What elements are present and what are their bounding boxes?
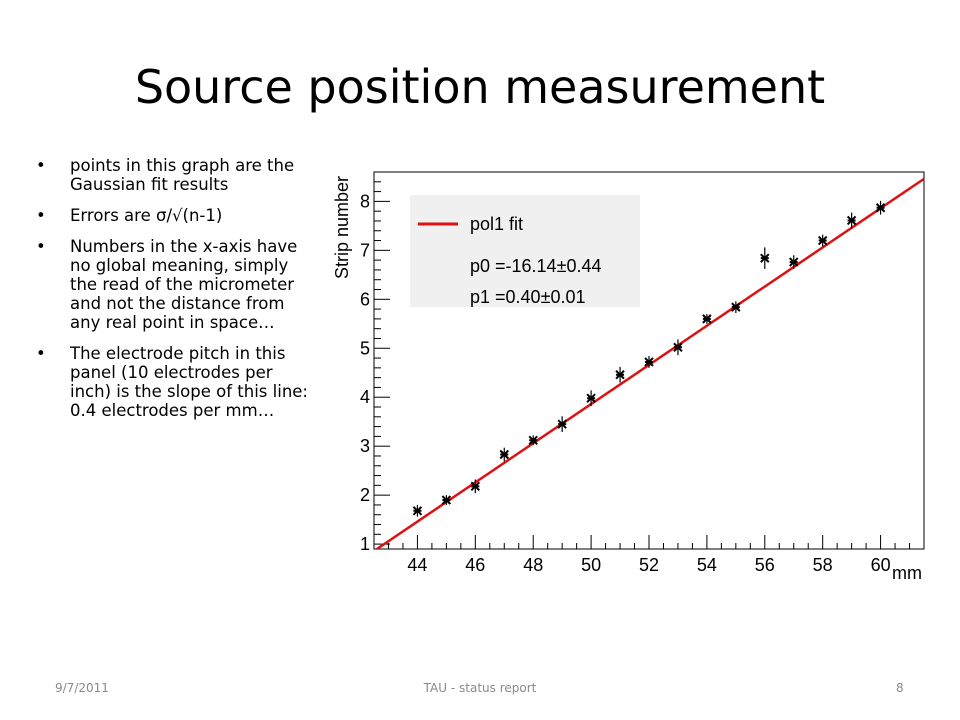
data-point [644, 357, 654, 367]
data-point [615, 369, 625, 380]
data-point [760, 253, 770, 263]
data-point [673, 342, 683, 352]
x-tick-label: 54 [697, 555, 717, 575]
y-tick-label: 5 [360, 338, 370, 358]
x-tick-label: 60 [871, 555, 891, 575]
bullet-dot: • [36, 344, 46, 363]
data-point [441, 495, 452, 505]
y-tick-label: 3 [360, 436, 370, 456]
y-tick-label: 8 [360, 191, 370, 211]
bullet-item: • Errors are σ/√(n-1) [36, 206, 316, 225]
x-tick-label: 44 [407, 555, 427, 575]
data-point [731, 302, 741, 312]
bullet-item: • Numbers in the x-axis have no global me… [36, 237, 316, 332]
bullet-text: Numbers in the x-axis have no global mea… [70, 237, 298, 332]
data-point [586, 393, 596, 403]
bullet-text: points in this graph are the Gaussian fi… [70, 156, 295, 194]
data-point [412, 506, 423, 516]
y-tick-label: 1 [360, 534, 370, 554]
data-point [817, 235, 828, 246]
x-tick-label: 58 [813, 555, 833, 575]
legend-box [410, 195, 640, 307]
data-point [528, 435, 538, 446]
data-point [702, 314, 712, 324]
y-tick-label: 7 [360, 240, 370, 260]
footer-page-number: 8 [896, 681, 904, 695]
data-point [789, 257, 799, 267]
data-point [557, 419, 567, 429]
data-point [470, 481, 481, 492]
bullet-dot: • [36, 156, 46, 175]
legend-param-p0: p0 =-16.14±0.44 [470, 256, 601, 276]
bullet-dot: • [36, 206, 46, 225]
bullet-text: The electrode pitch in this panel (10 el… [70, 344, 308, 420]
legend-entry: pol1 fit [470, 214, 523, 234]
footer-title: TAU - status report [423, 681, 537, 695]
y-tick-label: 6 [360, 289, 370, 309]
footer-date: 9/7/2011 [55, 681, 109, 695]
legend-param-p1: p1 =0.40±0.01 [470, 287, 585, 307]
y-tick-label: 2 [360, 485, 370, 505]
x-tick-label: 50 [581, 555, 601, 575]
data-point [875, 203, 886, 213]
bullet-text: Errors are σ/√(n-1) [70, 206, 223, 225]
slide-title: Source position measurement [134, 60, 826, 114]
bullet-list: • points in this graph are the Gaussian f… [36, 156, 316, 432]
y-axis-title: Strip number [332, 176, 352, 279]
x-tick-label: 52 [639, 555, 659, 575]
x-axis-title: mm [892, 563, 922, 583]
x-tick-label: 48 [523, 555, 543, 575]
y-tick-label: 4 [360, 387, 370, 407]
bullet-dot: • [36, 237, 46, 256]
x-tick-label: 46 [465, 555, 485, 575]
bullet-item: • The electrode pitch in this panel (10 e… [36, 344, 316, 420]
x-tick-label: 56 [755, 555, 775, 575]
data-point [499, 449, 509, 460]
data-point [846, 215, 857, 226]
bullet-item: • points in this graph are the Gaussian f… [36, 156, 316, 194]
